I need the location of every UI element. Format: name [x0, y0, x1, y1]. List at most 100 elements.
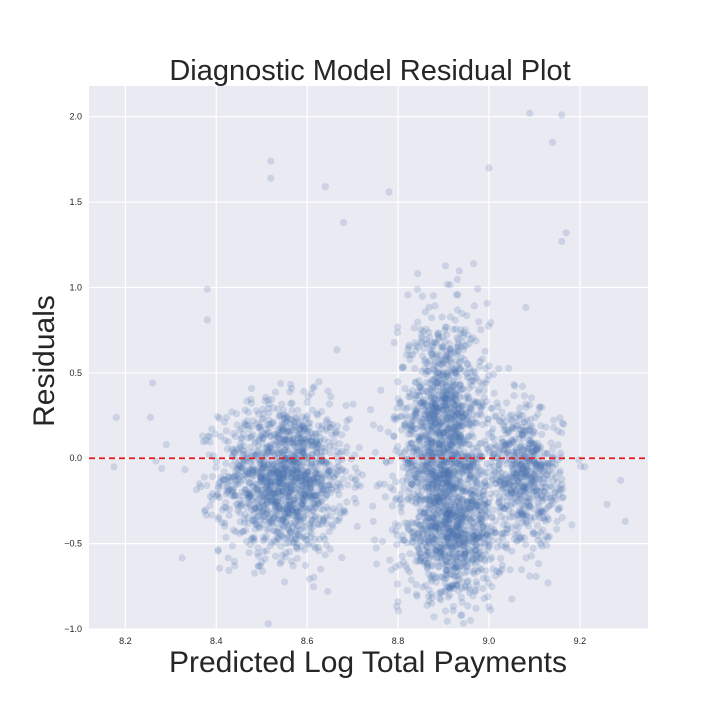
scatter-point	[315, 441, 323, 449]
scatter-point	[253, 500, 261, 508]
scatter-point	[178, 554, 186, 562]
scatter-point	[288, 506, 296, 514]
scatter-point	[478, 355, 486, 363]
scatter-point	[489, 425, 497, 433]
scatter-point	[252, 503, 260, 512]
scatter-point	[294, 475, 302, 483]
scatter-point	[242, 503, 251, 512]
scatter-point	[581, 463, 589, 471]
scatter-point	[284, 454, 292, 462]
scatter-point	[250, 511, 258, 519]
scatter-point	[251, 439, 259, 447]
scatter-point	[277, 435, 285, 443]
scatter-point	[335, 462, 343, 471]
scatter-point	[225, 511, 233, 519]
scatter-point	[285, 472, 293, 480]
scatter-point	[280, 534, 289, 542]
scatter-point	[457, 593, 465, 602]
scatter-point	[330, 443, 338, 451]
scatter-point	[208, 495, 216, 504]
scatter-point	[390, 432, 398, 440]
scatter-point	[271, 506, 279, 514]
scatter-point	[412, 590, 421, 598]
scatter-point	[270, 489, 278, 497]
scatter-point	[322, 424, 331, 432]
scatter-point	[238, 464, 246, 472]
scatter-point	[458, 611, 466, 619]
scatter-point	[229, 526, 237, 534]
scatter-point	[297, 500, 306, 508]
scatter-point	[294, 468, 302, 476]
scatter-point	[258, 500, 266, 508]
scatter-point	[281, 446, 289, 454]
scatter-point	[325, 482, 333, 490]
scatter-point	[457, 343, 465, 351]
scatter-point	[269, 495, 277, 503]
scatter-point	[260, 516, 268, 524]
scatter-point	[298, 505, 306, 513]
scatter-point	[286, 464, 294, 472]
scatter-point	[232, 528, 240, 536]
scatter-point	[259, 450, 267, 458]
scatter-point	[321, 551, 329, 559]
scatter-point	[473, 517, 481, 525]
scatter-point	[304, 469, 312, 477]
scatter-point	[285, 539, 293, 547]
scatter-point	[285, 508, 293, 517]
scatter-point	[474, 463, 482, 471]
scatter-point	[295, 458, 304, 466]
scatter-point	[293, 515, 302, 524]
scatter-point	[501, 515, 509, 523]
scatter-point	[453, 497, 461, 505]
scatter-point	[236, 509, 244, 517]
scatter-point	[456, 403, 464, 411]
scatter-point	[422, 454, 430, 462]
scatter-point	[253, 419, 261, 427]
scatter-point	[406, 355, 414, 364]
scatter-point	[256, 509, 264, 517]
scatter-point	[283, 482, 291, 490]
scatter-point	[311, 504, 319, 512]
scatter-point	[326, 442, 334, 450]
scatter-point	[219, 475, 227, 483]
scatter-point	[240, 515, 248, 523]
scatter-point	[291, 448, 299, 456]
scatter-point	[287, 527, 295, 535]
scatter-point	[426, 497, 434, 505]
scatter-point	[259, 521, 267, 529]
scatter-point	[449, 530, 457, 538]
scatter-point	[480, 594, 488, 603]
scatter-point	[276, 530, 284, 538]
scatter-point	[294, 447, 302, 455]
scatter-point	[264, 497, 272, 505]
scatter-point	[260, 513, 269, 521]
scatter-point	[282, 436, 290, 444]
scatter-point	[537, 422, 545, 430]
scatter-point	[313, 440, 321, 448]
scatter-point	[441, 337, 449, 345]
scatter-point	[453, 483, 462, 492]
scatter-point	[264, 446, 272, 454]
scatter-point	[264, 519, 272, 527]
scatter-point	[315, 499, 323, 507]
scatter-point	[282, 519, 290, 527]
scatter-point	[385, 188, 393, 196]
scatter-point	[438, 345, 446, 353]
scatter-point	[294, 507, 302, 515]
scatter-point	[301, 468, 309, 476]
scatter-point	[305, 481, 313, 489]
scatter-point	[336, 481, 344, 489]
scatter-point	[288, 511, 296, 519]
scatter-point	[393, 328, 401, 336]
scatter-point	[440, 457, 449, 465]
scatter-point	[313, 448, 321, 456]
scatter-point	[270, 490, 279, 498]
scatter-point	[392, 416, 400, 424]
scatter-point	[269, 466, 277, 474]
scatter-point	[304, 434, 312, 442]
scatter-point	[280, 522, 288, 530]
scatter-point	[272, 552, 280, 560]
scatter-point	[532, 572, 540, 581]
scatter-point	[317, 565, 325, 573]
scatter-point	[275, 449, 283, 457]
